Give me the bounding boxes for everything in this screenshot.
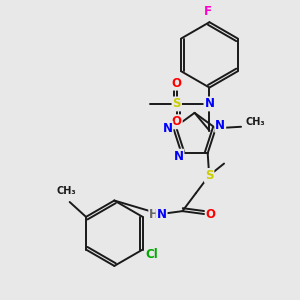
Text: N: N (162, 122, 172, 135)
Text: CH₃: CH₃ (245, 117, 265, 127)
Text: S: S (172, 98, 181, 110)
Text: O: O (172, 76, 182, 90)
Text: N: N (215, 119, 225, 132)
Text: S: S (205, 169, 213, 182)
Text: CH₃: CH₃ (57, 186, 76, 196)
Text: Cl: Cl (145, 248, 158, 260)
Text: O: O (172, 115, 182, 128)
Text: O: O (206, 208, 216, 220)
Text: N: N (204, 98, 214, 110)
Text: N: N (173, 150, 184, 163)
Text: H: H (149, 208, 159, 220)
Text: N: N (157, 208, 166, 220)
Text: F: F (204, 5, 212, 18)
